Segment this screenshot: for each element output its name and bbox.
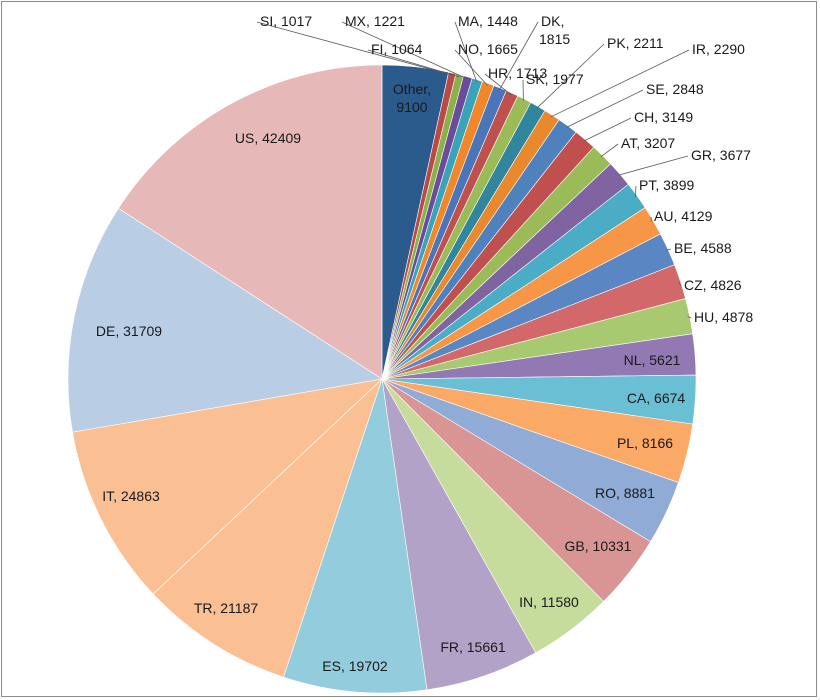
label-hr: HR, 1713 bbox=[488, 65, 547, 81]
leader-be bbox=[666, 248, 672, 251]
leader-at bbox=[600, 143, 619, 158]
leader-pt bbox=[635, 185, 637, 198]
leader-cz bbox=[678, 281, 682, 287]
label-it: IT, 24863 bbox=[102, 488, 160, 504]
label-in: IN, 11580 bbox=[519, 594, 579, 610]
label-au: AU, 4129 bbox=[654, 208, 713, 224]
leader-pk bbox=[536, 43, 605, 109]
label-mx: MX, 1221 bbox=[345, 13, 405, 29]
slice-es bbox=[283, 378, 428, 694]
label-si: SI, 1017 bbox=[260, 13, 312, 29]
leader-mx bbox=[341, 21, 468, 80]
label-gr: GR, 3677 bbox=[691, 147, 751, 163]
slice-us bbox=[118, 64, 383, 380]
label-tr: TR, 21187 bbox=[194, 600, 259, 616]
label-us: US, 42409 bbox=[235, 130, 301, 146]
leader-ch bbox=[583, 117, 632, 142]
label-at: AT, 3207 bbox=[621, 135, 675, 151]
leader-se bbox=[566, 89, 644, 128]
leader-lines bbox=[256, 21, 692, 319]
label-cz: CZ, 4826 bbox=[684, 277, 742, 293]
label-no: NO, 1665 bbox=[458, 41, 518, 57]
leader-gr bbox=[618, 155, 689, 176]
slices-layer bbox=[67, 64, 697, 694]
label-ch: CH, 3149 bbox=[634, 109, 693, 125]
label-nl: NL, 5621 bbox=[624, 352, 681, 368]
label-sk: SK, 1977 bbox=[526, 71, 584, 87]
leader-hu bbox=[687, 316, 692, 319]
leader-dk bbox=[499, 21, 539, 91]
leader-hr bbox=[484, 73, 512, 96]
label-se: SE, 2848 bbox=[646, 81, 704, 97]
slice-it bbox=[72, 378, 383, 595]
label-pt: PT, 3899 bbox=[639, 177, 694, 193]
labels-layer: Other, 9100 SI, 1017 FI, 1064 MX, 1221 MA, 14… bbox=[96, 13, 753, 674]
leader-fi bbox=[367, 49, 460, 78]
label-fi: FI, 1064 bbox=[371, 41, 423, 57]
label-dk: DK, 1815 bbox=[539, 13, 570, 47]
label-pl: PL, 8166 bbox=[617, 435, 673, 451]
label-ro: RO, 8881 bbox=[595, 485, 655, 501]
leader-si bbox=[256, 21, 452, 76]
label-fr: FR, 15661 bbox=[440, 639, 506, 655]
slice-de bbox=[67, 207, 383, 433]
label-ir: IR, 2290 bbox=[692, 41, 745, 57]
label-es: ES, 19702 bbox=[322, 658, 388, 674]
label-other: Other, 9100 bbox=[393, 81, 431, 115]
leader-ir bbox=[550, 49, 690, 118]
leader-ma bbox=[454, 21, 478, 82]
label-ma: MA, 1448 bbox=[458, 13, 518, 29]
label-pk: PK, 2211 bbox=[607, 35, 664, 51]
leader-no bbox=[454, 49, 488, 86]
label-gb: GB, 10331 bbox=[565, 538, 632, 554]
slice-tr bbox=[152, 378, 383, 678]
label-ca: CA, 6674 bbox=[627, 390, 686, 406]
label-de: DE, 31709 bbox=[96, 323, 162, 339]
label-hu: HU, 4878 bbox=[694, 309, 753, 325]
label-be: BE, 4588 bbox=[674, 240, 732, 256]
